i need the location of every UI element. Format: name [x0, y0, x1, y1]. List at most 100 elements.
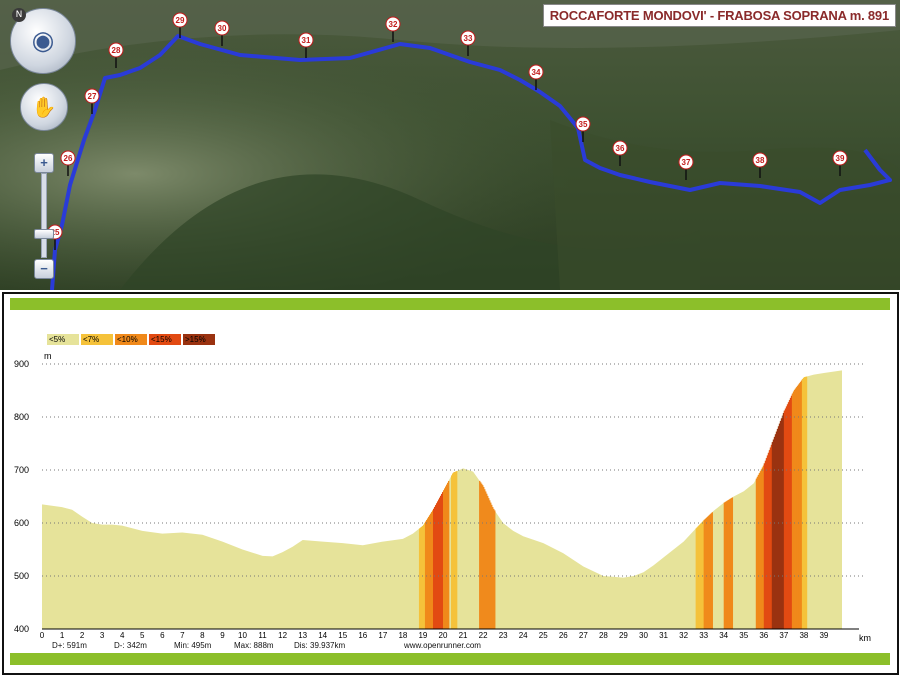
grade-band	[768, 450, 771, 629]
grade-band	[425, 520, 428, 629]
footer-min: Min: 495m	[174, 641, 212, 650]
zoom-slider-track[interactable]	[34, 173, 54, 258]
grade-band	[782, 413, 785, 629]
x-tick-label: 27	[579, 631, 588, 640]
route-km-marker[interactable]: 27	[84, 88, 100, 114]
grade-band	[784, 408, 787, 629]
route-km-marker[interactable]: 35	[575, 116, 591, 142]
route-km-marker[interactable]: 31	[298, 32, 314, 58]
x-tick-label: 2	[80, 631, 85, 640]
grade-band	[701, 521, 703, 629]
grade-band	[426, 518, 429, 629]
grade-band	[423, 523, 426, 629]
x-tick-label: 17	[378, 631, 387, 640]
grade-band	[703, 519, 705, 629]
grade-band	[699, 524, 701, 629]
route-km-marker[interactable]: 29	[172, 12, 188, 38]
grade-band	[726, 500, 729, 629]
route-km-marker-label: 25	[51, 228, 60, 237]
grade-band	[440, 493, 443, 629]
route-km-marker-label: 37	[682, 158, 691, 167]
hand-icon: ✋	[31, 95, 57, 119]
route-km-marker-label: 36	[616, 144, 625, 153]
route-km-marker[interactable]: 28	[108, 42, 124, 68]
zoom-out-button[interactable]: −	[34, 259, 54, 279]
grade-band	[777, 426, 780, 629]
top-green-bar	[10, 298, 890, 310]
y-tick-label: 600	[14, 518, 29, 528]
x-tick-label: 13	[298, 631, 307, 640]
legend-item-lt10: <10%	[115, 334, 147, 345]
grade-band	[798, 383, 801, 629]
pan-control[interactable]: ✋	[20, 83, 68, 131]
route-km-marker-label: 28	[112, 46, 121, 55]
terrain-view[interactable]: 25 26 27 28 29 30 31 32 33 34 35 36 37 38 39	[0, 0, 900, 290]
grade-band	[488, 498, 490, 629]
route-title: ROCCAFORTE MONDOVI' - FRABOSA SOPRANA m.…	[542, 4, 896, 27]
route-km-marker[interactable]: 30	[214, 20, 230, 46]
legend-item-lt7: <7%	[81, 334, 113, 345]
grade-band	[772, 439, 775, 629]
grade-band	[453, 472, 455, 629]
route-km-marker[interactable]: 37	[678, 154, 694, 180]
footer-site-link[interactable]: www.openrunner.com	[404, 641, 481, 650]
grade-band	[799, 381, 802, 629]
zoom-slider-thumb[interactable]	[34, 229, 54, 239]
route-km-marker-label: 33	[464, 34, 473, 43]
grade-band	[427, 516, 430, 629]
zoom-in-button[interactable]: +	[34, 153, 54, 173]
grade-band	[755, 478, 758, 629]
grade-band	[487, 495, 489, 629]
grade-band	[429, 513, 432, 629]
grade-band	[428, 515, 431, 629]
y-tick-label: 500	[14, 571, 29, 581]
grade-band	[484, 489, 486, 629]
grade-band	[779, 420, 782, 629]
grade-band	[763, 463, 766, 629]
route-km-marker[interactable]: 34	[528, 64, 544, 90]
x-tick-label: 15	[338, 631, 347, 640]
route-km-marker[interactable]: 26	[60, 150, 76, 176]
north-indicator-icon[interactable]: N	[12, 8, 26, 22]
grade-band	[770, 444, 773, 629]
footer-dplus: D+: 591m	[52, 641, 87, 650]
grade-band	[697, 526, 699, 629]
route-km-marker[interactable]: 38	[752, 152, 768, 178]
route-km-marker-label: 39	[836, 154, 845, 163]
grade-band	[792, 391, 795, 629]
grade-band	[447, 482, 449, 629]
grade-band	[765, 458, 768, 629]
grade-band	[711, 512, 713, 629]
route-km-marker[interactable]: 33	[460, 30, 476, 56]
x-tick-label: 22	[479, 631, 488, 640]
grade-band	[729, 498, 732, 629]
grade-band	[789, 397, 792, 629]
bottom-green-bar	[10, 653, 890, 665]
grade-band	[764, 460, 767, 629]
y-axis-label: m	[44, 351, 52, 361]
route-km-marker[interactable]: 36	[612, 140, 628, 166]
grade-band	[727, 499, 730, 629]
route-path	[50, 34, 892, 290]
grade-band	[424, 521, 427, 629]
grade-band	[702, 520, 704, 629]
zoom-control[interactable]: + −	[34, 153, 54, 279]
route-km-marker[interactable]: 32	[385, 16, 401, 42]
x-tick-label: 34	[719, 631, 728, 640]
route-km-marker[interactable]: 39	[832, 150, 848, 176]
grade-band	[492, 507, 494, 629]
grade-band	[785, 406, 788, 629]
x-tick-label: 3	[100, 631, 105, 640]
grade-band	[419, 527, 422, 629]
x-tick-label: 32	[679, 631, 688, 640]
grade-band	[802, 377, 805, 629]
grade-band	[790, 395, 793, 629]
grade-band	[795, 387, 798, 629]
grade-band	[761, 467, 764, 629]
grade-band	[725, 501, 728, 629]
grade-band	[778, 423, 781, 629]
satellite-map[interactable]: 25 26 27 28 29 30 31 32 33 34 35 36 37 38 39 ◉ N ✋ + −…	[0, 0, 900, 290]
grade-band	[421, 526, 424, 629]
grade-band	[708, 515, 710, 629]
grade-band	[494, 510, 496, 629]
